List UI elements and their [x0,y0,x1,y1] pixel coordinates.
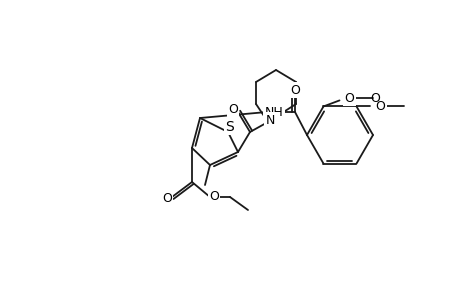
Text: S: S [225,120,234,134]
Text: O: O [162,193,172,206]
Text: O: O [208,190,218,203]
Text: N: N [265,113,274,127]
Text: O: O [370,92,380,105]
Text: O: O [344,92,354,105]
Text: O: O [290,83,299,97]
Text: O: O [228,103,237,116]
Text: NH: NH [264,106,283,118]
Text: O: O [375,100,385,113]
